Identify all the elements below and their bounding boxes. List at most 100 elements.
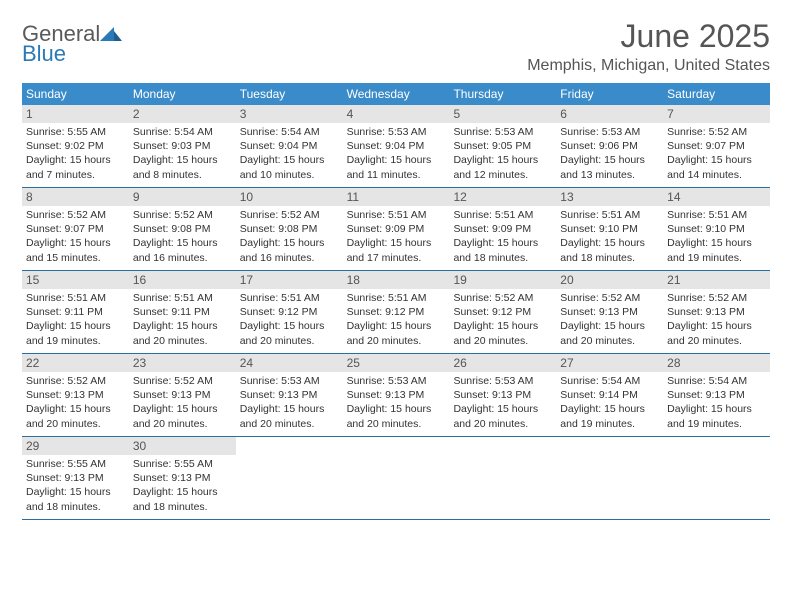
daylight-text: Daylight: 15 hours and 20 minutes. — [133, 319, 232, 347]
daylight-text: Daylight: 15 hours and 20 minutes. — [133, 402, 232, 430]
sunset-text: Sunset: 9:04 PM — [240, 139, 339, 153]
cell-body: Sunrise: 5:53 AMSunset: 9:13 PMDaylight:… — [343, 372, 450, 435]
date-number: 30 — [129, 437, 236, 455]
day-header-fri: Friday — [556, 83, 663, 105]
sunrise-text: Sunrise: 5:54 AM — [560, 374, 659, 388]
daylight-text: Daylight: 15 hours and 13 minutes. — [560, 153, 659, 181]
page-title: June 2025 — [527, 18, 770, 55]
sunset-text: Sunset: 9:13 PM — [667, 305, 766, 319]
sunset-text: Sunset: 9:02 PM — [26, 139, 125, 153]
calendar-cell: 4Sunrise: 5:53 AMSunset: 9:04 PMDaylight… — [343, 105, 450, 187]
calendar-cell: 26Sunrise: 5:53 AMSunset: 9:13 PMDayligh… — [449, 354, 556, 436]
cell-body: Sunrise: 5:54 AMSunset: 9:04 PMDaylight:… — [236, 123, 343, 186]
calendar-cell: 24Sunrise: 5:53 AMSunset: 9:13 PMDayligh… — [236, 354, 343, 436]
cell-body: Sunrise: 5:52 AMSunset: 9:12 PMDaylight:… — [449, 289, 556, 352]
date-number: 8 — [22, 188, 129, 206]
sunset-text: Sunset: 9:12 PM — [240, 305, 339, 319]
day-header-row: Sunday Monday Tuesday Wednesday Thursday… — [22, 83, 770, 105]
calendar-cell: 19Sunrise: 5:52 AMSunset: 9:12 PMDayligh… — [449, 271, 556, 353]
sunset-text: Sunset: 9:13 PM — [453, 388, 552, 402]
calendar-cell: 5Sunrise: 5:53 AMSunset: 9:05 PMDaylight… — [449, 105, 556, 187]
daylight-text: Daylight: 15 hours and 12 minutes. — [453, 153, 552, 181]
date-number: 10 — [236, 188, 343, 206]
sunrise-text: Sunrise: 5:51 AM — [133, 291, 232, 305]
cell-body: Sunrise: 5:51 AMSunset: 9:10 PMDaylight:… — [663, 206, 770, 269]
cell-body: Sunrise: 5:51 AMSunset: 9:11 PMDaylight:… — [22, 289, 129, 352]
sunset-text: Sunset: 9:14 PM — [560, 388, 659, 402]
sunset-text: Sunset: 9:06 PM — [560, 139, 659, 153]
cell-body: Sunrise: 5:52 AMSunset: 9:08 PMDaylight:… — [129, 206, 236, 269]
date-number: 26 — [449, 354, 556, 372]
sunrise-text: Sunrise: 5:51 AM — [667, 208, 766, 222]
date-number: 23 — [129, 354, 236, 372]
calendar-cell: 12Sunrise: 5:51 AMSunset: 9:09 PMDayligh… — [449, 188, 556, 270]
sunset-text: Sunset: 9:13 PM — [347, 388, 446, 402]
day-header-thu: Thursday — [449, 83, 556, 105]
location-text: Memphis, Michigan, United States — [527, 57, 770, 75]
calendar-cell: 18Sunrise: 5:51 AMSunset: 9:12 PMDayligh… — [343, 271, 450, 353]
cell-body: Sunrise: 5:52 AMSunset: 9:13 PMDaylight:… — [22, 372, 129, 435]
cell-body: Sunrise: 5:52 AMSunset: 9:07 PMDaylight:… — [663, 123, 770, 186]
calendar-cell: 11Sunrise: 5:51 AMSunset: 9:09 PMDayligh… — [343, 188, 450, 270]
calendar-cell: 10Sunrise: 5:52 AMSunset: 9:08 PMDayligh… — [236, 188, 343, 270]
cell-body: Sunrise: 5:53 AMSunset: 9:05 PMDaylight:… — [449, 123, 556, 186]
calendar-cell — [343, 437, 450, 519]
cell-body: Sunrise: 5:53 AMSunset: 9:13 PMDaylight:… — [449, 372, 556, 435]
cell-body: Sunrise: 5:55 AMSunset: 9:13 PMDaylight:… — [129, 455, 236, 518]
sunset-text: Sunset: 9:13 PM — [667, 388, 766, 402]
date-number: 19 — [449, 271, 556, 289]
daylight-text: Daylight: 15 hours and 20 minutes. — [347, 402, 446, 430]
calendar-cell: 27Sunrise: 5:54 AMSunset: 9:14 PMDayligh… — [556, 354, 663, 436]
cell-body: Sunrise: 5:51 AMSunset: 9:11 PMDaylight:… — [129, 289, 236, 352]
calendar-cell — [556, 437, 663, 519]
daylight-text: Daylight: 15 hours and 15 minutes. — [26, 236, 125, 264]
calendar-cell: 20Sunrise: 5:52 AMSunset: 9:13 PMDayligh… — [556, 271, 663, 353]
sunset-text: Sunset: 9:11 PM — [133, 305, 232, 319]
sunset-text: Sunset: 9:04 PM — [347, 139, 446, 153]
calendar-cell: 16Sunrise: 5:51 AMSunset: 9:11 PMDayligh… — [129, 271, 236, 353]
daylight-text: Daylight: 15 hours and 19 minutes. — [26, 319, 125, 347]
calendar-cell: 25Sunrise: 5:53 AMSunset: 9:13 PMDayligh… — [343, 354, 450, 436]
daylight-text: Daylight: 15 hours and 20 minutes. — [347, 319, 446, 347]
calendar: Sunday Monday Tuesday Wednesday Thursday… — [22, 83, 770, 520]
sunset-text: Sunset: 9:13 PM — [560, 305, 659, 319]
daylight-text: Daylight: 15 hours and 8 minutes. — [133, 153, 232, 181]
sunset-text: Sunset: 9:05 PM — [453, 139, 552, 153]
calendar-cell: 8Sunrise: 5:52 AMSunset: 9:07 PMDaylight… — [22, 188, 129, 270]
date-number: 14 — [663, 188, 770, 206]
sunrise-text: Sunrise: 5:53 AM — [240, 374, 339, 388]
sunset-text: Sunset: 9:11 PM — [26, 305, 125, 319]
sunset-text: Sunset: 9:08 PM — [133, 222, 232, 236]
calendar-cell: 29Sunrise: 5:55 AMSunset: 9:13 PMDayligh… — [22, 437, 129, 519]
sunrise-text: Sunrise: 5:53 AM — [453, 374, 552, 388]
daylight-text: Daylight: 15 hours and 20 minutes. — [560, 319, 659, 347]
cell-body: Sunrise: 5:53 AMSunset: 9:04 PMDaylight:… — [343, 123, 450, 186]
calendar-cell: 28 Sunrise: 5:54 AMSunset: 9:13 PMDayligh… — [663, 354, 770, 436]
calendar-cell: 2Sunrise: 5:54 AMSunset: 9:03 PMDaylight… — [129, 105, 236, 187]
sunrise-text: Sunrise: 5:51 AM — [240, 291, 339, 305]
date-number: 3 — [236, 105, 343, 123]
daylight-text: Daylight: 15 hours and 19 minutes. — [667, 402, 766, 430]
cell-body: Sunrise: 5:54 AMSunset: 9:14 PMDaylight:… — [556, 372, 663, 435]
weeks-container: 1Sunrise: 5:55 AMSunset: 9:02 PMDaylight… — [22, 105, 770, 520]
day-header-tue: Tuesday — [236, 83, 343, 105]
date-number: 21 — [663, 271, 770, 289]
cell-body: Sunrise: 5:51 AMSunset: 9:12 PMDaylight:… — [236, 289, 343, 352]
date-number — [343, 437, 450, 455]
calendar-cell: 22Sunrise: 5:52 AMSunset: 9:13 PMDayligh… — [22, 354, 129, 436]
daylight-text: Daylight: 15 hours and 18 minutes. — [133, 485, 232, 513]
cell-body: Sunrise: 5:51 AMSunset: 9:12 PMDaylight:… — [343, 289, 450, 352]
sunset-text: Sunset: 9:09 PM — [347, 222, 446, 236]
sunset-text: Sunset: 9:12 PM — [347, 305, 446, 319]
sunrise-text: Sunrise: 5:53 AM — [347, 374, 446, 388]
calendar-cell: 15Sunrise: 5:51 AMSunset: 9:11 PMDayligh… — [22, 271, 129, 353]
sunrise-text: Sunrise: 5:54 AM — [667, 374, 766, 388]
sunrise-text: Sunrise: 5:55 AM — [133, 457, 232, 471]
cell-body: Sunrise: 5:55 AMSunset: 9:02 PMDaylight:… — [22, 123, 129, 186]
cell-body: Sunrise: 5:51 AMSunset: 9:09 PMDaylight:… — [343, 206, 450, 269]
sunset-text: Sunset: 9:10 PM — [560, 222, 659, 236]
cell-body: Sunrise: 5:54 AMSunset: 9:03 PMDaylight:… — [129, 123, 236, 186]
cell-body: Sunrise: 5:55 AMSunset: 9:13 PMDaylight:… — [22, 455, 129, 518]
date-number: 28 — [663, 354, 770, 372]
date-number — [449, 437, 556, 455]
